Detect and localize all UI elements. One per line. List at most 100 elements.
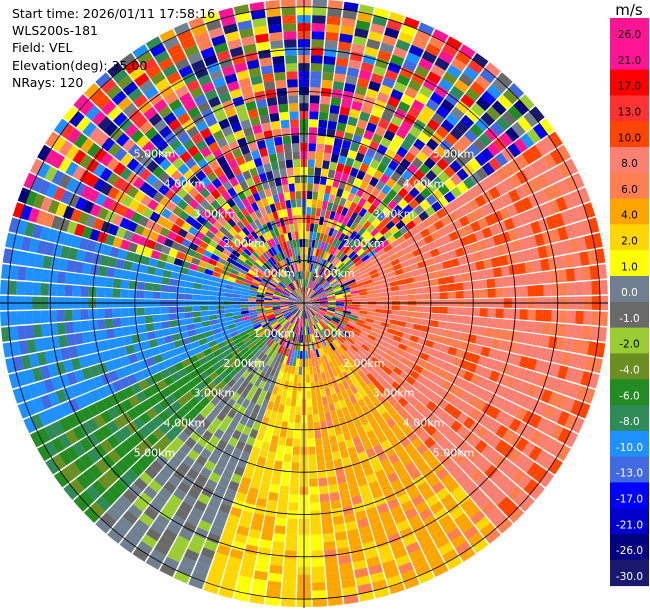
- velocity-gate: [581, 325, 592, 340]
- velocity-gate: [362, 242, 371, 251]
- velocity-gate: [542, 186, 555, 202]
- velocity-gate: [359, 304, 368, 308]
- velocity-gate: [311, 296, 319, 300]
- velocity-gate: [396, 418, 408, 430]
- velocity-gate: [309, 308, 315, 316]
- velocity-gate: [369, 176, 379, 187]
- velocity-gate: [350, 314, 359, 319]
- velocity-gate: [365, 447, 376, 458]
- velocity-rays: [0, 0, 608, 607]
- velocity-gate: [306, 390, 312, 399]
- velocity-gate: [421, 487, 435, 501]
- velocity-gate: [413, 455, 426, 468]
- velocity-gate: [453, 323, 463, 332]
- velocity-gate: [399, 120, 413, 133]
- velocity-gate: [317, 266, 323, 275]
- velocity-gate: [495, 287, 504, 298]
- velocity-gate: [365, 318, 374, 324]
- velocity-gate: [355, 443, 365, 454]
- velocity-gate: [518, 320, 528, 332]
- velocity-gate: [509, 418, 522, 432]
- velocity-gate: [327, 300, 336, 303]
- velocity-gate: [474, 364, 485, 376]
- velocity-gate: [565, 367, 577, 382]
- velocity-gate: [352, 436, 362, 447]
- velocity-gate: [422, 319, 431, 326]
- velocity-gate: [310, 382, 316, 391]
- velocity-gate: [304, 296, 309, 303]
- velocity-gate: [445, 555, 463, 570]
- velocity-gate: [358, 207, 368, 218]
- velocity-gate: [368, 237, 377, 246]
- velocity-gate: [371, 356, 380, 366]
- velocity-gate: [548, 391, 561, 407]
- velocity-gate: [336, 205, 344, 215]
- velocity-gate: [353, 245, 362, 254]
- velocity-gate: [555, 337, 566, 351]
- velocity-gate: [528, 445, 543, 461]
- velocity-gate: [381, 380, 391, 390]
- velocity-gate: [308, 271, 312, 280]
- velocity-gate: [447, 211, 459, 223]
- velocity-gate: [345, 124, 356, 135]
- velocity-gate: [403, 402, 414, 413]
- velocity-gate: [429, 320, 439, 328]
- velocity-gate: [316, 331, 322, 340]
- velocity-gate: [304, 303, 311, 309]
- velocity-gate: [437, 368, 449, 379]
- velocity-gate: [370, 521, 384, 533]
- velocity-gate: [478, 132, 493, 147]
- velocity-gate: [311, 341, 316, 351]
- velocity-gate: [506, 341, 517, 353]
- velocity-gate: [365, 473, 377, 484]
- velocity-gate: [500, 362, 511, 375]
- velocity-gate: [304, 303, 309, 310]
- velocity-gate: [595, 342, 606, 358]
- velocity-gate: [475, 260, 485, 271]
- velocity-gate: [503, 375, 515, 389]
- velocity-gate: [323, 316, 331, 323]
- velocity-gate: [397, 209, 408, 220]
- velocity-gate: [322, 379, 329, 389]
- velocity-gate: [327, 295, 336, 299]
- velocity-gate: [360, 137, 371, 148]
- velocity-gate: [426, 264, 437, 273]
- velocity-gate: [385, 376, 395, 386]
- velocity-gate: [354, 126, 365, 137]
- velocity-gate: [461, 443, 474, 457]
- velocity-gate: [520, 133, 535, 149]
- velocity-gate: [411, 99, 425, 112]
- velocity-gate: [361, 491, 373, 503]
- velocity-gate: [437, 171, 450, 184]
- velocity-gate: [324, 387, 331, 397]
- velocity-gate: [429, 382, 441, 394]
- velocity-gate: [329, 104, 340, 115]
- velocity-gate: [325, 353, 332, 363]
- velocity-gate: [340, 282, 349, 288]
- velocity-gate: [316, 266, 322, 275]
- velocity-gate: [341, 207, 349, 217]
- velocity-gate: [343, 1, 359, 12]
- velocity-gate: [434, 57, 450, 71]
- velocity-gate: [486, 317, 496, 328]
- velocity-gate: [316, 312, 323, 319]
- velocity-gate: [311, 31, 325, 40]
- velocity-gate: [528, 145, 543, 161]
- velocity-gate: [475, 335, 485, 346]
- velocity-gate: [455, 154, 468, 168]
- velocity-gate: [334, 271, 342, 279]
- velocity-gate: [322, 63, 335, 73]
- velocity-gate: [318, 485, 329, 495]
- velocity-gate: [395, 376, 406, 386]
- velocity-gate: [485, 236, 496, 248]
- velocity-gate: [346, 369, 354, 378]
- velocity-gate: [381, 483, 394, 495]
- velocity-gate: [486, 449, 501, 464]
- velocity-gate: [353, 327, 362, 334]
- velocity-gate: [363, 96, 376, 107]
- velocity-gate: [400, 338, 410, 346]
- velocity-gate: [309, 334, 314, 343]
- velocity-gate: [543, 153, 557, 169]
- velocity-gate: [379, 226, 389, 236]
- velocity-gate: [313, 422, 321, 431]
